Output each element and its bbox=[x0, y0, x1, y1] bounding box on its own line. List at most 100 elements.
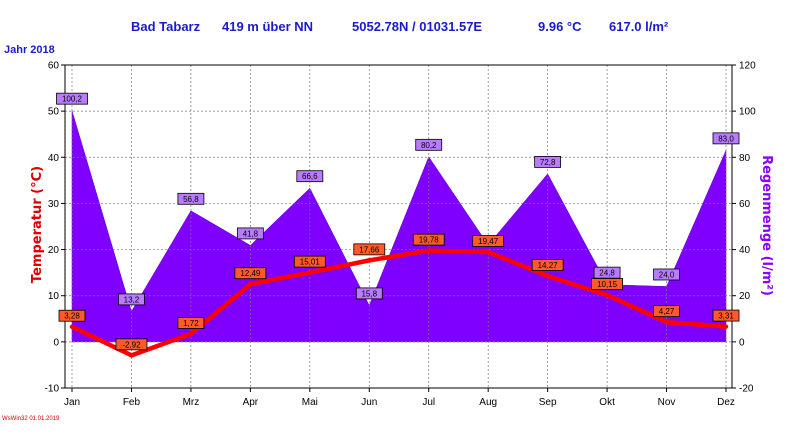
temperature-value-label: 3,28 bbox=[58, 309, 86, 322]
rain-value-label-box bbox=[56, 92, 88, 105]
x-tick-label: Sep bbox=[539, 397, 557, 408]
temperature-value-label-box bbox=[115, 338, 148, 351]
rain-value-label: 66,6 bbox=[296, 170, 324, 183]
left-tick-label: 10 bbox=[48, 291, 60, 302]
temperature-value-label: 10,15 bbox=[591, 278, 623, 290]
temperature-value-label-text: 4,27 bbox=[659, 307, 675, 316]
rain-value-label-text: 56,8 bbox=[183, 195, 199, 204]
y-axis-right-title: Regenmenge (l/m²) bbox=[759, 155, 774, 296]
rain-value-label: 83,0 bbox=[712, 132, 740, 145]
rain-value-label-box bbox=[534, 155, 562, 168]
temperature-value-label: 19,47 bbox=[472, 235, 505, 247]
mean-temperature: 9.96 °C bbox=[538, 19, 582, 34]
left-tick-label: 0 bbox=[53, 337, 59, 348]
total-rainfall: 617.0 l/m² bbox=[609, 19, 669, 34]
temperature-value-label: 4,27 bbox=[653, 305, 680, 318]
station-coordinates: 5052.78N / 01031.57E bbox=[352, 19, 483, 34]
rain-value-label: 24,8 bbox=[593, 266, 621, 279]
rain-value-label-text: 41,8 bbox=[243, 229, 259, 238]
right-tick-label: 20 bbox=[739, 291, 751, 302]
temperature-value-label-box bbox=[58, 309, 86, 322]
x-tick-label: Aug bbox=[479, 397, 497, 408]
rain-value-label: 100,2 bbox=[56, 92, 88, 105]
rain-value-label-text: 72,8 bbox=[540, 158, 556, 167]
x-tick-label: Nov bbox=[658, 397, 676, 408]
temperature-value-label-text: 12,49 bbox=[240, 269, 261, 278]
temperature-value-label: 15,01 bbox=[293, 255, 326, 268]
x-tick-label: Jul bbox=[422, 397, 435, 408]
temperature-value-label-box bbox=[531, 259, 564, 271]
temperature-value-label: 14,27 bbox=[531, 259, 564, 271]
rain-value-label-text: 80,2 bbox=[421, 141, 437, 150]
temperature-value-label: 17,66 bbox=[353, 243, 386, 256]
right-tick-label: 100 bbox=[739, 107, 756, 118]
x-tick-label: Jan bbox=[64, 397, 80, 408]
right-tick-label: -20 bbox=[739, 384, 754, 395]
rain-value-label-text: 24,8 bbox=[599, 269, 615, 278]
temperature-value-label-box bbox=[653, 305, 680, 318]
temperature-value-label-text: 19,47 bbox=[478, 237, 499, 246]
temperature-value-label: 19,78 bbox=[412, 233, 445, 246]
rain-value-label-text: 83,0 bbox=[718, 134, 734, 143]
rain-value-label-box bbox=[415, 138, 443, 151]
rain-value-label-text: 15,8 bbox=[361, 289, 377, 298]
station-altitude: 419 m über NN bbox=[222, 19, 314, 34]
temperature-value-label-text: 3,28 bbox=[64, 312, 80, 321]
temperature-value-label-text: 3,31 bbox=[718, 312, 734, 321]
temperature-value-label-box bbox=[412, 233, 445, 246]
temperature-value-label-box bbox=[712, 309, 740, 322]
rain-value-label: 56,8 bbox=[177, 192, 205, 205]
x-tick-label: Jun bbox=[361, 397, 377, 408]
rain-value-label: 24,0 bbox=[653, 268, 680, 281]
temperature-value-label-box bbox=[353, 243, 386, 256]
right-tick-label: 0 bbox=[739, 337, 745, 348]
temperature-value-label: 1,72 bbox=[177, 317, 205, 329]
left-tick-label: 30 bbox=[48, 199, 60, 210]
temperature-value-label-box bbox=[591, 278, 623, 290]
rain-value-label-text: 100,2 bbox=[62, 95, 83, 104]
rain-value-label: 72,8 bbox=[534, 155, 562, 168]
temperature-value-label-box bbox=[293, 255, 326, 268]
temperature-value-label-text: 10,15 bbox=[597, 280, 618, 289]
left-tick-label: 50 bbox=[48, 107, 60, 118]
left-tick-label: -10 bbox=[45, 384, 60, 395]
x-tick-label: Apr bbox=[243, 397, 259, 408]
temperature-value-label-text: 1,72 bbox=[183, 319, 199, 328]
rain-value-label-box bbox=[712, 132, 740, 145]
x-tick-label: Dez bbox=[717, 397, 735, 408]
temperature-line bbox=[69, 248, 729, 358]
left-tick-label: 40 bbox=[48, 153, 60, 164]
rain-value-label-box bbox=[355, 287, 383, 300]
right-tick-label: 80 bbox=[739, 153, 751, 164]
y-axis-left-title: Temperatur (°C) bbox=[30, 166, 45, 283]
rain-area bbox=[71, 110, 727, 343]
rain-value-label-text: 24,0 bbox=[659, 270, 675, 279]
temperature-value-label: 12,49 bbox=[234, 267, 267, 280]
right-tick-label: 120 bbox=[739, 61, 756, 72]
rain-value-label-box bbox=[177, 192, 205, 205]
temperature-value-label-text: 15,01 bbox=[300, 258, 321, 267]
rain-value-label-box bbox=[296, 170, 324, 183]
rain-value-label-box bbox=[236, 227, 264, 240]
temperature-value-label-box bbox=[234, 267, 267, 280]
rain-value-label-box bbox=[118, 293, 145, 306]
plot-frame bbox=[64, 64, 733, 389]
temperature-value-label-text: 17,66 bbox=[359, 245, 380, 254]
temperature-value-label-text: -2,92 bbox=[122, 340, 141, 349]
x-tick-label: Feb bbox=[123, 397, 141, 408]
x-tick-label: Okt bbox=[599, 397, 615, 408]
temperature-value-label-box bbox=[177, 317, 205, 329]
temperature-value-label: -2,92 bbox=[115, 338, 148, 351]
rain-value-label: 80,2 bbox=[415, 138, 443, 151]
grid bbox=[65, 65, 732, 388]
temperature-value-label-text: 19,78 bbox=[419, 236, 440, 245]
rain-value-label-box bbox=[653, 268, 680, 281]
rain-value-label-text: 66,6 bbox=[302, 172, 318, 181]
rain-value-label: 41,8 bbox=[236, 227, 264, 240]
temperature-value-label-text: 14,27 bbox=[538, 261, 559, 270]
left-tick-label: 20 bbox=[48, 245, 60, 256]
right-tick-label: 60 bbox=[739, 199, 751, 210]
rain-value-label: 15,8 bbox=[355, 287, 383, 300]
x-tick-label: Mai bbox=[302, 397, 318, 408]
